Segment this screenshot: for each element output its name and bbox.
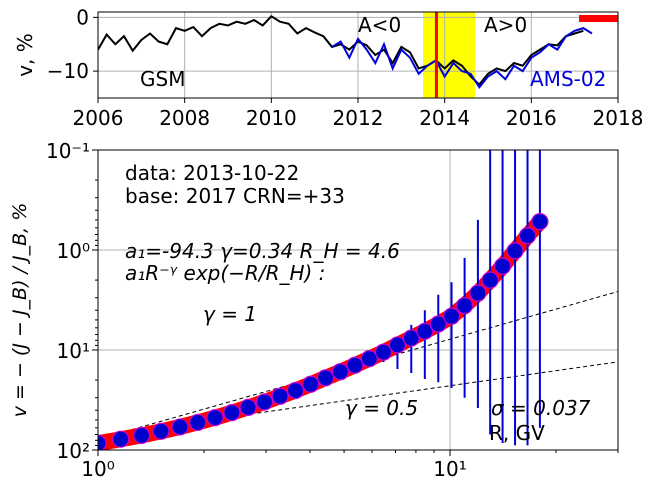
data-point xyxy=(402,329,420,347)
data-point xyxy=(206,409,224,427)
bottom-xtick-label: 10¹ xyxy=(433,457,466,481)
bottom-xlabel: R, GV xyxy=(489,421,545,445)
bottom-xtick-label: 10⁰ xyxy=(81,457,114,481)
data-point xyxy=(302,375,320,393)
top-yellow-band xyxy=(423,12,475,98)
data-point xyxy=(506,242,524,260)
data-point xyxy=(346,356,364,374)
top-xtick-label: 2006 xyxy=(73,106,124,130)
data-point xyxy=(429,315,447,333)
reference-line-gamma-1 xyxy=(98,291,618,440)
ams02-series-line xyxy=(331,27,593,89)
data-point xyxy=(374,343,393,361)
bottom-ytick-label: 10⁻¹ xyxy=(46,139,90,163)
data-point xyxy=(223,404,241,422)
top-xtick-label: 2010 xyxy=(246,106,297,130)
fit-parameters-text: a₁=-94.3 γ=0.34 R_H = 4.6 xyxy=(125,239,400,263)
data-point xyxy=(239,398,257,417)
data-point xyxy=(416,322,434,340)
top-xtick-label: 2014 xyxy=(419,106,470,130)
data-point xyxy=(255,393,274,411)
data-point xyxy=(331,363,349,381)
data-point xyxy=(152,422,170,440)
data-point xyxy=(518,227,537,245)
data-point xyxy=(189,413,207,432)
top-ytick-label: −10 xyxy=(47,59,89,83)
ams02-label: AMS-02 xyxy=(530,67,606,91)
data-point xyxy=(442,307,461,325)
top-panel: 2006 2008 2010 2012 2014 2016 2018 0 −10 v, % GS… xyxy=(13,5,643,130)
gamma-1-label: γ = 1 xyxy=(203,302,257,326)
gsm-label: GSM xyxy=(140,67,185,91)
data-point xyxy=(360,350,378,368)
data-point xyxy=(286,381,305,400)
bottom-ytick-label: 10¹ xyxy=(57,339,90,363)
data-date-text: data: 2013-10-22 xyxy=(125,161,299,185)
top-xtick-label: 2012 xyxy=(333,106,384,130)
top-ylabel: v, % xyxy=(13,33,37,77)
base-crn-text: base: 2017 CRN=+33 xyxy=(125,184,345,208)
bottom-ytick-label: 10² xyxy=(57,439,90,463)
data-point xyxy=(469,284,487,302)
data-point xyxy=(531,213,549,231)
fit-formula-text: a₁R⁻ᵞ exp(−R/R_H) : xyxy=(125,261,325,285)
a-positive-label: A>0 xyxy=(484,13,527,37)
data-point xyxy=(171,418,189,436)
a-negative-label: A<0 xyxy=(358,13,401,37)
data-point xyxy=(112,430,130,448)
bottom-grid xyxy=(98,150,618,450)
data-points xyxy=(98,213,549,450)
top-xtick-label: 2018 xyxy=(593,106,644,130)
top-ticks: 2006 2008 2010 2012 2014 2016 2018 0 −10 xyxy=(47,5,644,130)
sigma-label: σ = 0.037 xyxy=(491,396,591,420)
data-point xyxy=(133,426,151,445)
top-ytick-label: 0 xyxy=(76,5,89,29)
top-xtick-label: 2016 xyxy=(506,106,557,130)
data-point xyxy=(456,297,474,315)
bottom-ylabel: v = − (J − J_B) / J_B, % xyxy=(9,203,31,418)
data-point xyxy=(271,387,289,405)
bottom-ytick-label: 10⁰ xyxy=(57,239,90,263)
bottom-axes-frame xyxy=(97,149,619,451)
error-bars xyxy=(382,150,541,446)
data-point xyxy=(316,369,335,387)
data-point xyxy=(388,336,407,354)
top-xtick-label: 2008 xyxy=(159,106,210,130)
data-point xyxy=(481,271,499,289)
gamma-0-5-label: γ = 0.5 xyxy=(345,396,418,420)
data-point xyxy=(493,257,512,275)
gsm-series-line xyxy=(98,15,584,87)
data-point xyxy=(98,434,107,450)
